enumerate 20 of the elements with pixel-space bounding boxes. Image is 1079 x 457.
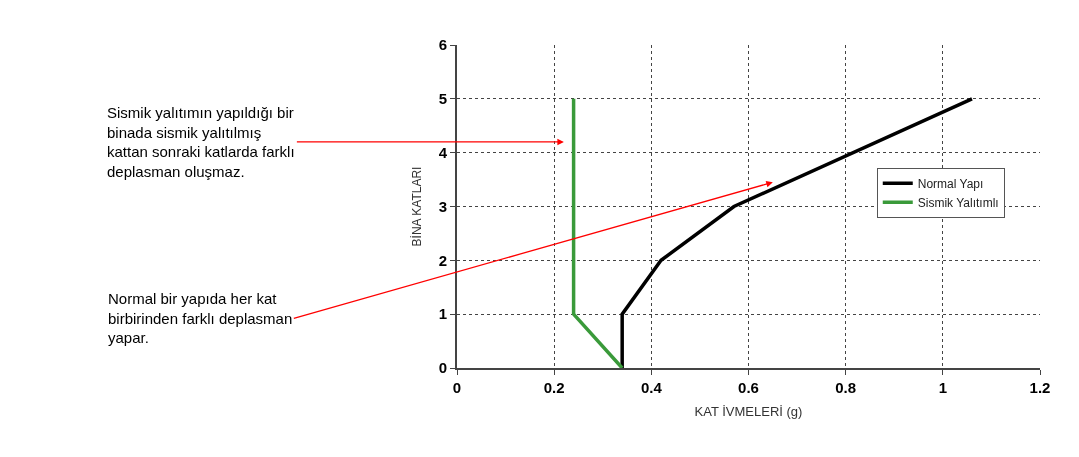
y-tick-label: 1 xyxy=(438,305,447,323)
legend-label: Sismik Yalıtımlı xyxy=(917,195,999,210)
text: Normal bir yapıda her kat birbirinden farklı deplasman yapar. xyxy=(108,290,293,346)
x-axis-title: KAT İVMELERİ (g) xyxy=(694,404,803,420)
x-tick-label: 0 xyxy=(452,379,462,396)
x-tick-label: 0.8 xyxy=(835,379,857,396)
legend-label: Normal Yapı xyxy=(917,176,984,191)
y-tick-label: 0 xyxy=(438,359,447,377)
y-tick-label: 3 xyxy=(438,197,447,215)
y-tick-label: 5 xyxy=(438,90,447,108)
x-tick-label: 0.2 xyxy=(543,379,565,396)
x-tick-label: 1.2 xyxy=(1029,379,1051,396)
y-tick-label: 4 xyxy=(438,143,448,161)
y-tick-label: 2 xyxy=(438,251,447,269)
x-tick-label: 0.4 xyxy=(640,379,663,396)
text: Sismik yalıtımın yapıldığı bir binada sismik yalıtılmış kattan sonraki katlarda farklı deplasman oluşmaz. xyxy=(107,104,295,180)
x-tick-label: 1 xyxy=(938,379,947,396)
y-tick-label: 6 xyxy=(438,36,447,54)
x-tick-label: 0.6 xyxy=(738,379,759,396)
y-axis-title: BİNA KATLARI xyxy=(410,166,425,247)
